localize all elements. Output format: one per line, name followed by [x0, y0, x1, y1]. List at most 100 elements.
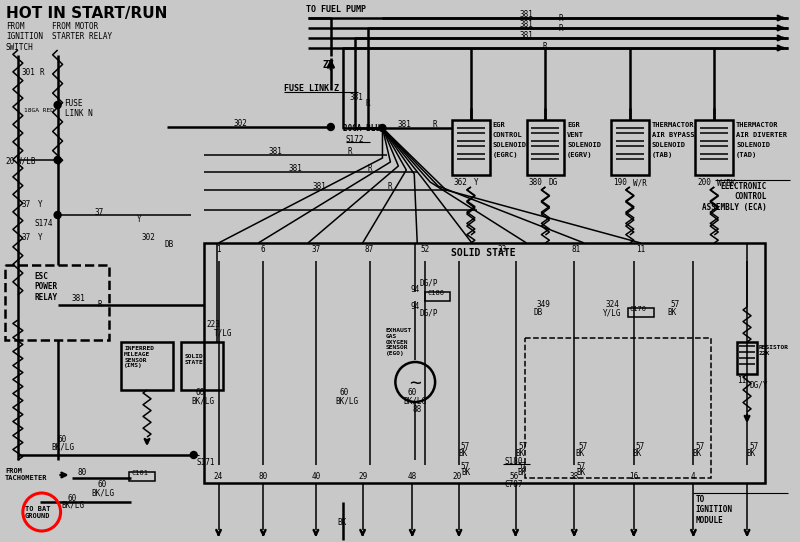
Text: 381: 381: [288, 164, 302, 173]
Text: FROM
IGNITION
SWITCH: FROM IGNITION SWITCH: [6, 22, 43, 52]
Bar: [129, 472, 155, 481]
Bar: [121, 342, 173, 390]
Text: ~: ~: [410, 375, 421, 393]
Text: 48: 48: [408, 472, 417, 481]
Text: FUSE LINK Z: FUSE LINK Z: [284, 84, 339, 93]
Text: AIR DIVERTER: AIR DIVERTER: [736, 132, 787, 138]
Text: DG/P: DG/P: [419, 308, 438, 317]
Text: 60: 60: [340, 388, 349, 397]
Text: RESISTOR
22K: RESISTOR 22K: [759, 345, 789, 356]
Text: 60: 60: [196, 388, 205, 397]
Text: 37: 37: [311, 245, 321, 254]
Text: CONTROL: CONTROL: [493, 132, 522, 138]
Text: 40: 40: [311, 472, 321, 481]
Bar: [737, 342, 757, 374]
Text: 324: 324: [606, 300, 620, 309]
Text: 381: 381: [519, 20, 534, 29]
Text: 57: 57: [578, 442, 587, 451]
Text: 24: 24: [214, 472, 223, 481]
Text: ESC
POWER
RELAY: ESC POWER RELAY: [34, 272, 58, 302]
Text: W/R: W/R: [633, 178, 646, 187]
Text: FROM
TACHOMETER: FROM TACHOMETER: [5, 468, 47, 481]
Text: DB: DB: [534, 308, 542, 317]
Circle shape: [327, 124, 334, 131]
Text: (EGRC): (EGRC): [493, 152, 518, 158]
Bar: [525, 338, 711, 478]
Text: 1: 1: [216, 245, 221, 254]
Circle shape: [379, 125, 386, 132]
Text: C180: C180: [427, 290, 444, 296]
Text: C170: C170: [630, 306, 647, 312]
Text: ZZ: ZZ: [323, 60, 334, 70]
Text: S171: S171: [197, 458, 215, 467]
Text: 57: 57: [518, 442, 528, 451]
Text: 301: 301: [22, 68, 36, 77]
Text: 57: 57: [670, 300, 680, 309]
Text: Y: Y: [38, 200, 42, 209]
Text: FUSE
LINK N: FUSE LINK N: [65, 99, 92, 118]
Text: S174: S174: [34, 219, 54, 228]
Bar: [526, 120, 564, 175]
Text: Y: Y: [474, 178, 478, 187]
Text: SOLENOID: SOLENOID: [493, 142, 526, 148]
Text: 57: 57: [518, 462, 527, 471]
Text: 381: 381: [398, 120, 411, 129]
Text: 362: 362: [454, 178, 468, 187]
Text: BK/LG: BK/LG: [336, 396, 359, 405]
Text: 60: 60: [67, 494, 77, 503]
Text: BK/LG: BK/LG: [62, 500, 85, 509]
Text: SOLID STATE: SOLID STATE: [451, 248, 516, 258]
Text: 381: 381: [313, 182, 326, 191]
Text: R: R: [348, 147, 352, 156]
Text: TO BAT
GROUND: TO BAT GROUND: [25, 506, 50, 519]
Text: BK: BK: [746, 449, 755, 458]
Text: 11: 11: [737, 376, 746, 385]
Text: DG/P: DG/P: [419, 278, 438, 287]
Text: INFERRED
MILEAGE
SENSOR
(IMS): INFERRED MILEAGE SENSOR (IMS): [124, 346, 154, 369]
Text: 94: 94: [410, 285, 419, 294]
Text: W/LB: W/LB: [17, 157, 35, 166]
Text: 29: 29: [358, 472, 367, 481]
Text: 223: 223: [206, 320, 221, 329]
Text: DG/Y: DG/Y: [749, 380, 767, 389]
Text: EGR: EGR: [493, 122, 506, 128]
Text: AIR BYPASS: AIR BYPASS: [652, 132, 694, 138]
Text: S172: S172: [346, 135, 364, 144]
Text: 57: 57: [461, 442, 470, 451]
Text: THERMACTOR: THERMACTOR: [652, 122, 694, 128]
Text: 37: 37: [94, 208, 104, 217]
Text: 52: 52: [421, 245, 430, 254]
Text: R: R: [366, 99, 370, 108]
Text: BK: BK: [576, 468, 586, 477]
Text: 57: 57: [576, 462, 586, 471]
Text: Y: Y: [137, 215, 142, 224]
Bar: [181, 342, 222, 390]
Text: R: R: [542, 42, 546, 51]
Text: T/LG: T/LG: [214, 328, 232, 337]
Text: 88: 88: [412, 405, 422, 414]
Text: 57: 57: [636, 442, 645, 451]
Text: Y/LG: Y/LG: [603, 308, 622, 317]
Text: BK: BK: [338, 518, 347, 527]
Text: 81: 81: [571, 245, 581, 254]
Text: Y: Y: [38, 233, 42, 242]
Text: VENT: VENT: [567, 132, 584, 138]
Text: SOLID
STATE: SOLID STATE: [185, 354, 203, 365]
Text: C101: C101: [131, 470, 148, 476]
Text: R: R: [387, 182, 392, 191]
Text: 200: 200: [698, 178, 711, 187]
Text: BK: BK: [518, 468, 527, 477]
Text: 57: 57: [461, 462, 470, 471]
Text: SOLENOID: SOLENOID: [652, 142, 686, 148]
Circle shape: [190, 451, 197, 459]
Text: SOLENOID: SOLENOID: [736, 142, 770, 148]
Text: 16: 16: [629, 472, 638, 481]
Bar: [611, 120, 649, 175]
Text: 349: 349: [537, 300, 550, 309]
Text: BK: BK: [515, 449, 525, 458]
Text: R: R: [432, 120, 437, 129]
Text: 11: 11: [636, 245, 646, 254]
Text: 20: 20: [452, 472, 462, 481]
Text: R: R: [367, 164, 372, 173]
Text: TO
IGNITION
MODULE: TO IGNITION MODULE: [695, 495, 732, 525]
